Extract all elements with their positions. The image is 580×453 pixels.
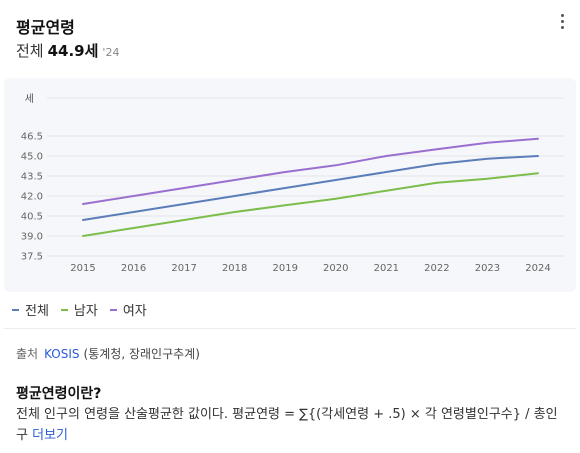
page-title: 평균연령 bbox=[16, 18, 75, 37]
y-tick-label: 46.5 bbox=[21, 132, 43, 143]
definition-body: 전체 인구의 연령을 산술평균한 값이다. 평균연령 = ∑{(각세연령 + .… bbox=[16, 407, 558, 443]
line-chart: 세 37.5 39.0 40.5 42.0 43.5 45.0 46.5 2015 2016 201… bbox=[21, 93, 564, 274]
legend-label: 여자 bbox=[122, 304, 147, 319]
x-tick-label: 2021 bbox=[374, 263, 399, 274]
x-tick-label: 2023 bbox=[475, 263, 500, 274]
source-label: 출처 bbox=[16, 347, 39, 361]
chart-legend: 전체 남자 여자 bbox=[12, 300, 147, 319]
source-link[interactable]: KOSIS bbox=[44, 347, 80, 361]
y-tick-label: 37.5 bbox=[21, 252, 43, 263]
legend-swatch bbox=[12, 308, 19, 311]
x-tick-label: 2018 bbox=[222, 263, 247, 274]
divider bbox=[4, 328, 576, 329]
x-tick-label: 2015 bbox=[70, 263, 95, 274]
more-link[interactable]: 더보기 bbox=[32, 428, 68, 443]
legend-item-total[interactable]: 전체 bbox=[12, 300, 49, 319]
source-org: (통계청, 장래인구추계) bbox=[83, 347, 200, 361]
source-line: 출처 KOSIS (통계청, 장래인구추계) bbox=[16, 345, 200, 362]
y-tick-label: 42.0 bbox=[21, 192, 43, 203]
definition-title: 평균연령이란? bbox=[16, 386, 102, 402]
definition-text: 전체 인구의 연령을 산술평균한 값이다. 평균연령 = ∑{(각세연령 + .… bbox=[16, 404, 568, 446]
y-tick-label: 43.5 bbox=[21, 172, 43, 183]
series-line bbox=[82, 155, 539, 221]
more-options-icon[interactable] bbox=[558, 14, 566, 32]
summary-label: 전체 bbox=[16, 42, 44, 60]
summary-value: 44.9세 bbox=[47, 42, 99, 60]
x-tick-label: 2020 bbox=[323, 263, 348, 274]
summary-year: '24 bbox=[102, 46, 120, 59]
legend-label: 남자 bbox=[73, 304, 98, 319]
y-axis-unit: 세 bbox=[25, 93, 34, 105]
series-line bbox=[82, 172, 539, 237]
series-line bbox=[82, 137, 539, 205]
legend-swatch bbox=[109, 308, 117, 311]
chart-panel: 세 37.5 39.0 40.5 42.0 43.5 45.0 46.5 2015 2016 201… bbox=[4, 78, 576, 292]
x-tick-label: 2016 bbox=[121, 263, 146, 274]
legend-item-female[interactable]: 여자 bbox=[109, 300, 147, 319]
y-tick-label: 45.0 bbox=[21, 152, 43, 163]
legend-item-male[interactable]: 남자 bbox=[60, 300, 98, 319]
x-tick-label: 2024 bbox=[525, 263, 550, 274]
x-tick-label: 2022 bbox=[424, 263, 449, 274]
legend-label: 전체 bbox=[25, 304, 49, 319]
x-tick-label: 2017 bbox=[171, 263, 196, 274]
y-tick-label: 39.0 bbox=[21, 232, 43, 243]
y-tick-label: 40.5 bbox=[21, 212, 43, 223]
x-tick-label: 2019 bbox=[272, 263, 297, 274]
legend-swatch bbox=[60, 308, 68, 311]
summary: 전체 44.9세 '24 bbox=[16, 40, 119, 61]
